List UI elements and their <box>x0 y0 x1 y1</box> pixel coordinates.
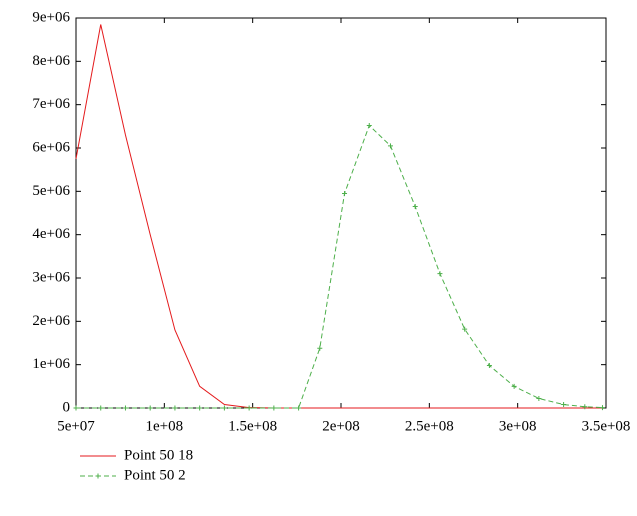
x-tick-label: 2.5e+08 <box>405 418 454 434</box>
point-marker <box>296 405 302 411</box>
x-tick-label: 2e+08 <box>322 418 360 434</box>
y-tick-label: 3e+06 <box>32 269 70 285</box>
point-marker <box>122 405 128 411</box>
y-tick-label: 6e+06 <box>32 139 70 155</box>
point-marker <box>387 143 393 149</box>
point-marker <box>582 404 588 410</box>
y-tick-label: 1e+06 <box>32 356 70 372</box>
point-marker <box>561 402 567 408</box>
series-line <box>76 124 603 409</box>
y-tick-label: 5e+06 <box>32 183 70 199</box>
y-tick-label: 4e+06 <box>32 226 70 242</box>
x-tick-label: 5e+07 <box>57 418 95 434</box>
point-marker <box>412 204 418 209</box>
point-marker <box>342 191 348 196</box>
point-marker <box>462 326 468 332</box>
y-tick-label: 9e+06 <box>32 9 70 25</box>
series-line <box>75 24 603 409</box>
y-tick-label: 8e+06 <box>32 53 70 69</box>
legend-marker <box>95 473 101 479</box>
point-marker <box>147 405 153 411</box>
point-marker <box>221 405 227 411</box>
y-tick-label: 7e+06 <box>32 96 70 112</box>
point-marker <box>486 363 492 369</box>
point-marker <box>511 383 517 389</box>
point-marker <box>536 395 542 401</box>
point-marker <box>366 122 372 128</box>
point-marker <box>317 345 323 351</box>
x-tick-label: 1.5e+08 <box>228 418 277 434</box>
point-marker <box>271 405 277 411</box>
point-marker <box>172 405 178 411</box>
point-marker <box>599 405 605 411</box>
legend-label: Point 50 18 <box>124 447 193 463</box>
x-tick-label: 3e+08 <box>499 418 537 434</box>
y-tick-label: 2e+06 <box>32 313 70 329</box>
point-marker <box>437 271 443 277</box>
legend-label: Point 50 2 <box>124 467 186 483</box>
plot-frame <box>75 17 607 409</box>
x-tick-label: 3.5e+08 <box>582 418 631 434</box>
point-marker <box>246 405 252 411</box>
x-tick-label: 1e+08 <box>146 418 184 434</box>
point-marker <box>73 405 79 411</box>
point-marker <box>197 405 203 411</box>
point-marker <box>98 405 104 411</box>
y-tick-label: 0 <box>63 399 71 415</box>
